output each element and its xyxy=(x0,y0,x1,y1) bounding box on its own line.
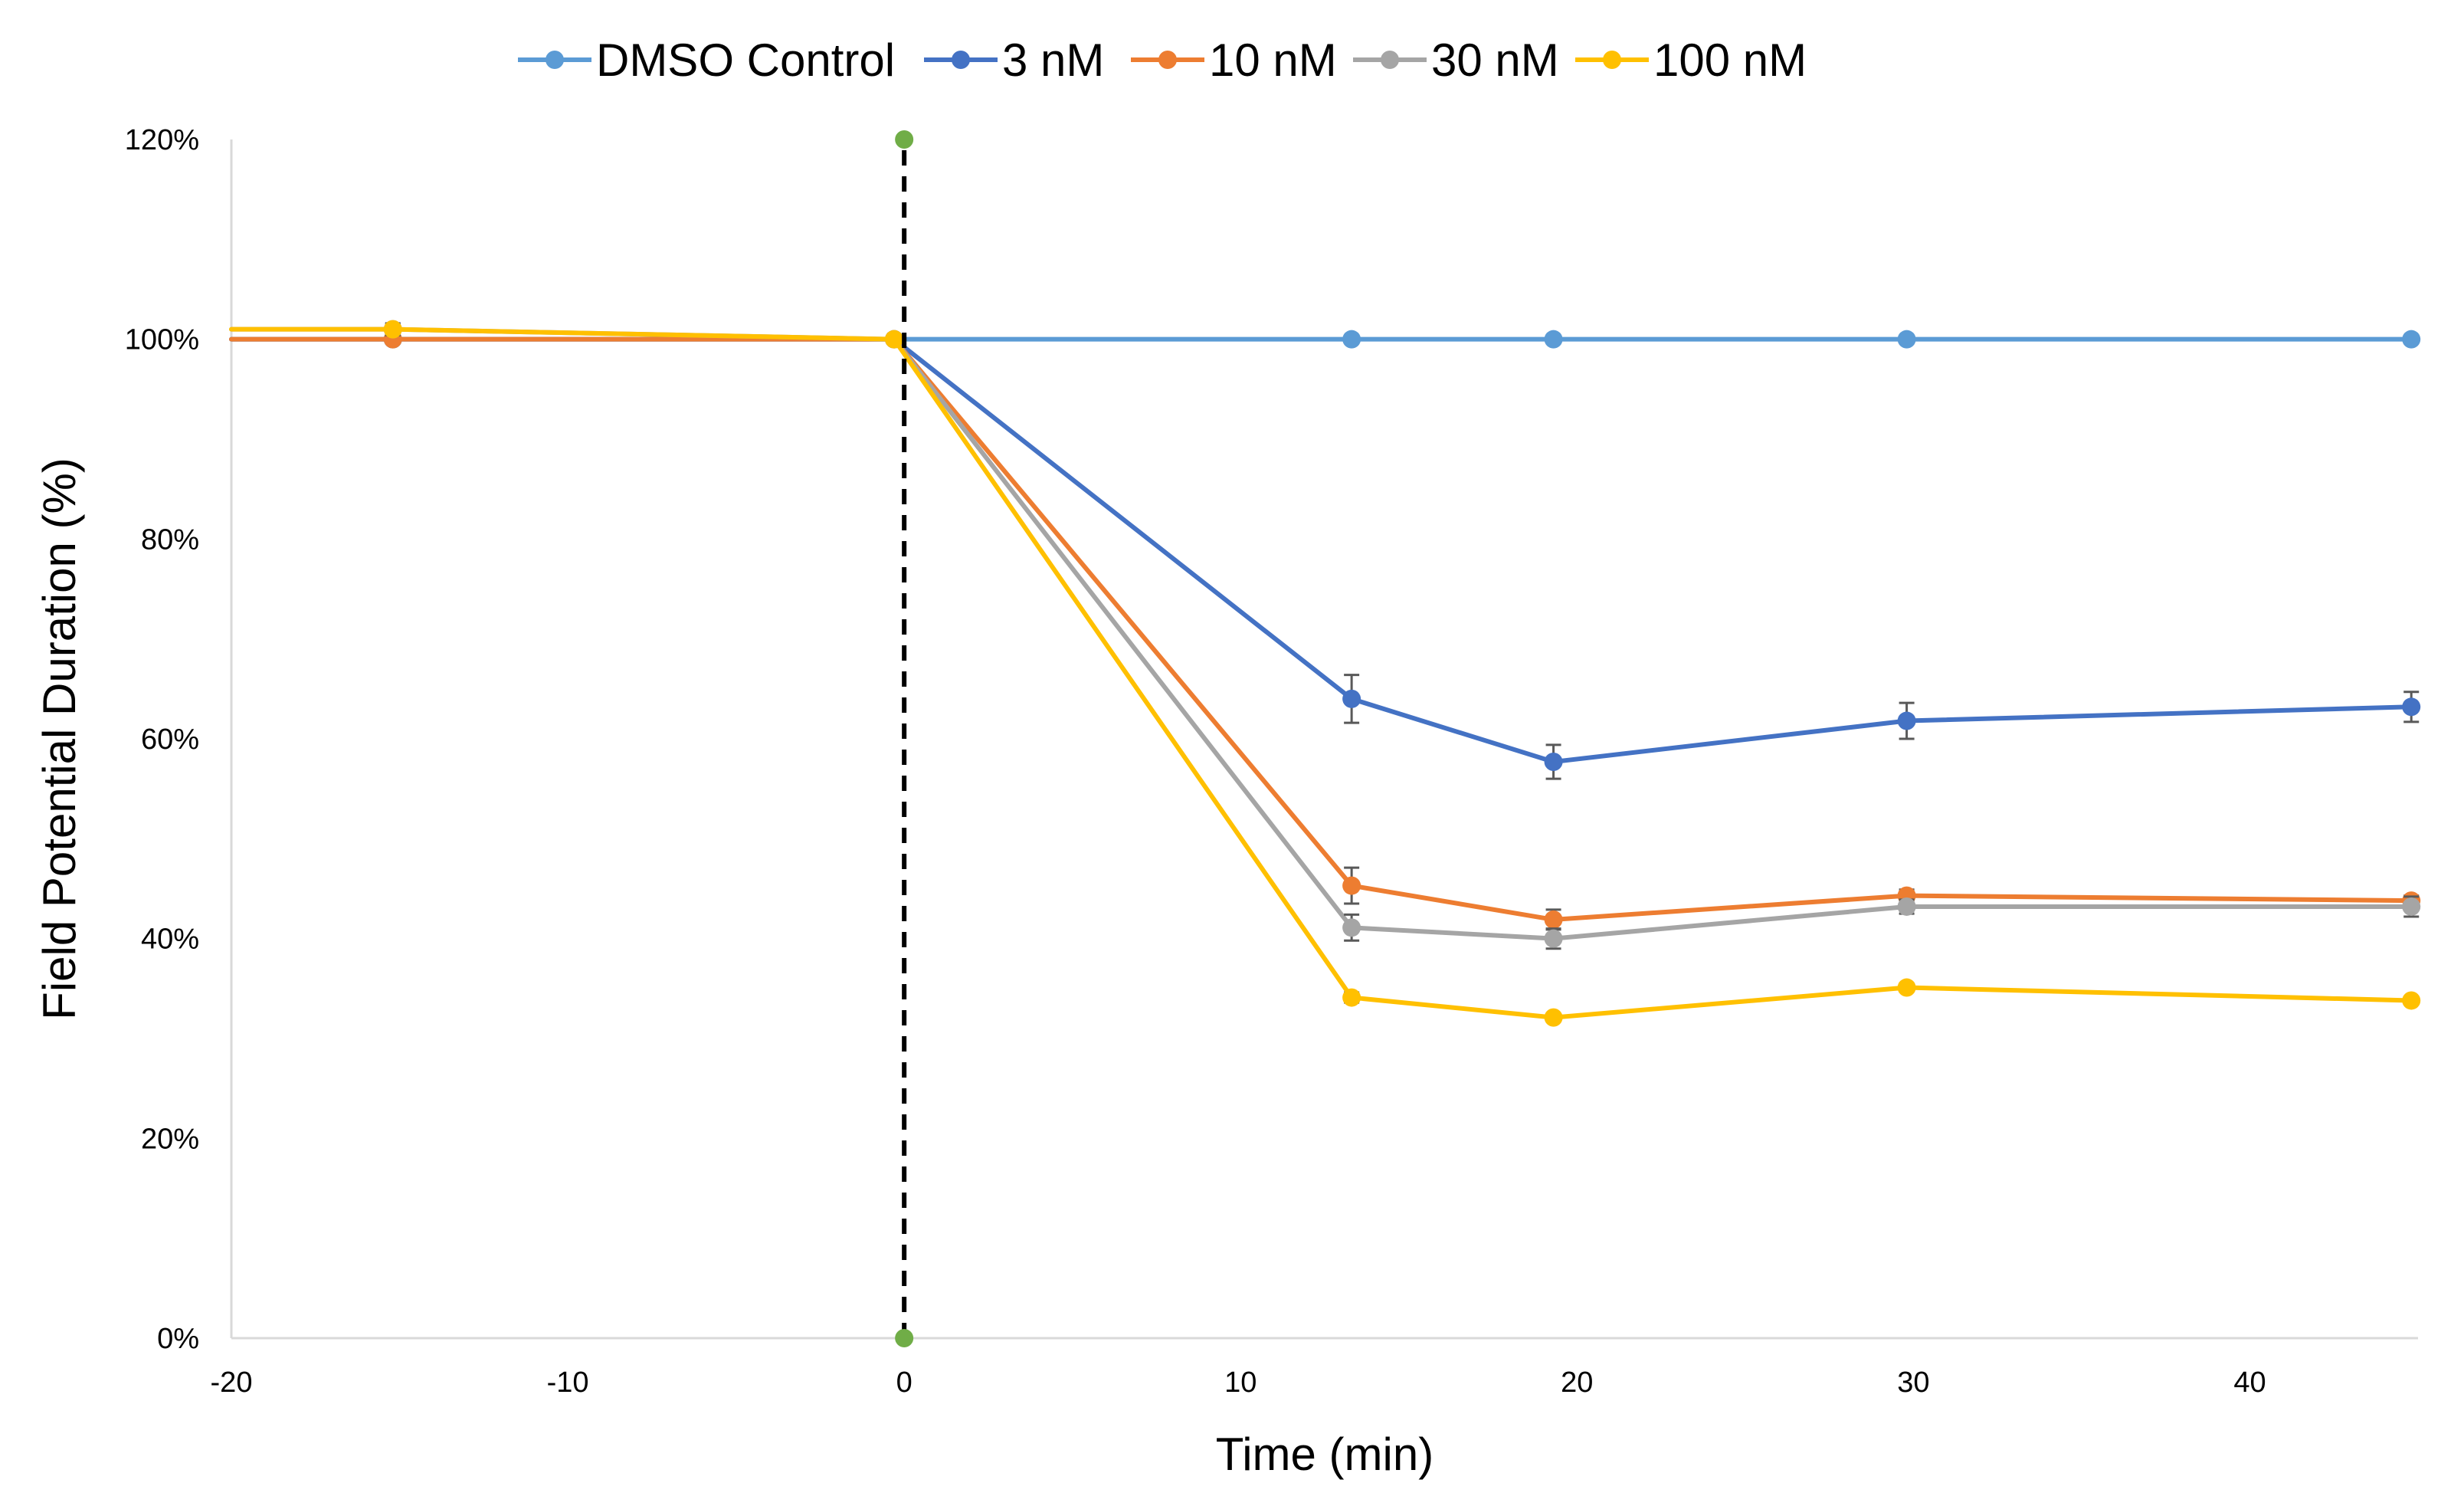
data-point xyxy=(1897,330,1916,349)
legend-swatch-marker xyxy=(546,51,564,69)
legend-swatch-marker xyxy=(952,51,970,69)
y-axis-title: Field Potential Duration (%) xyxy=(34,458,85,1020)
data-point xyxy=(1544,1008,1563,1027)
x-tick-label: 10 xyxy=(1224,1367,1257,1399)
legend-item: 10 nM xyxy=(1131,34,1337,86)
series-line xyxy=(229,336,2414,922)
data-point xyxy=(1544,752,1563,771)
y-tick-label: 60% xyxy=(141,723,199,756)
data-point xyxy=(1544,929,1563,948)
reference-marker-bottom xyxy=(895,1329,914,1347)
x-tick-label: 30 xyxy=(1897,1367,1929,1399)
data-point xyxy=(2402,697,2421,717)
data-point xyxy=(2402,991,2421,1010)
legend-label: DMSO Control xyxy=(596,34,895,86)
series-line xyxy=(229,336,2414,764)
y-tick-label: 100% xyxy=(125,324,199,356)
data-point xyxy=(1544,330,1563,349)
y-tick-label: 80% xyxy=(141,523,199,556)
legend-label: 3 nM xyxy=(1002,34,1104,86)
data-point xyxy=(383,320,402,339)
legend-swatch-marker xyxy=(1381,51,1399,69)
data-point xyxy=(1342,918,1361,937)
legend-item: DMSO Control xyxy=(518,34,895,86)
data-point xyxy=(1897,897,1916,916)
x-tick-label: 0 xyxy=(896,1367,913,1399)
legend-label: 100 nM xyxy=(1653,34,1807,86)
legend-label: 30 nM xyxy=(1431,34,1559,86)
y-tick-label: 20% xyxy=(141,1123,199,1155)
y-tick-label: 120% xyxy=(125,124,199,156)
legend-item: 3 nM xyxy=(924,34,1104,86)
y-tick-label: 0% xyxy=(157,1323,199,1355)
x-axis-title: Time (min) xyxy=(1216,1429,1434,1480)
data-point xyxy=(1897,978,1916,997)
x-tick-label: 40 xyxy=(2233,1367,2266,1399)
legend: DMSO Control 3 nM 10 nM 30 nM 100 nM xyxy=(518,34,1807,86)
data-point xyxy=(1342,876,1361,895)
x-tick-label: -20 xyxy=(211,1367,253,1399)
legend-item: 100 nM xyxy=(1575,34,1807,86)
y-tick-label: 40% xyxy=(141,924,199,956)
series-3 xyxy=(229,330,2421,931)
data-point xyxy=(1897,711,1916,730)
reference-marker-top xyxy=(895,130,914,149)
data-point xyxy=(2402,897,2421,916)
legend-swatch-marker xyxy=(1603,51,1621,69)
data-point xyxy=(884,330,903,349)
data-point xyxy=(1342,689,1361,708)
data-point xyxy=(1342,988,1361,1007)
data-point xyxy=(1342,330,1361,349)
legend-swatch-marker xyxy=(1158,51,1177,69)
x-tick-label: -10 xyxy=(547,1367,589,1399)
data-point xyxy=(2402,330,2421,349)
legend-label: 10 nM xyxy=(1209,34,1337,86)
series-5 xyxy=(229,320,2421,1027)
legend-item: 30 nM xyxy=(1353,34,1559,86)
data-point xyxy=(1544,910,1563,929)
x-tick-label: 20 xyxy=(1561,1367,1593,1399)
series-2 xyxy=(229,330,2421,780)
